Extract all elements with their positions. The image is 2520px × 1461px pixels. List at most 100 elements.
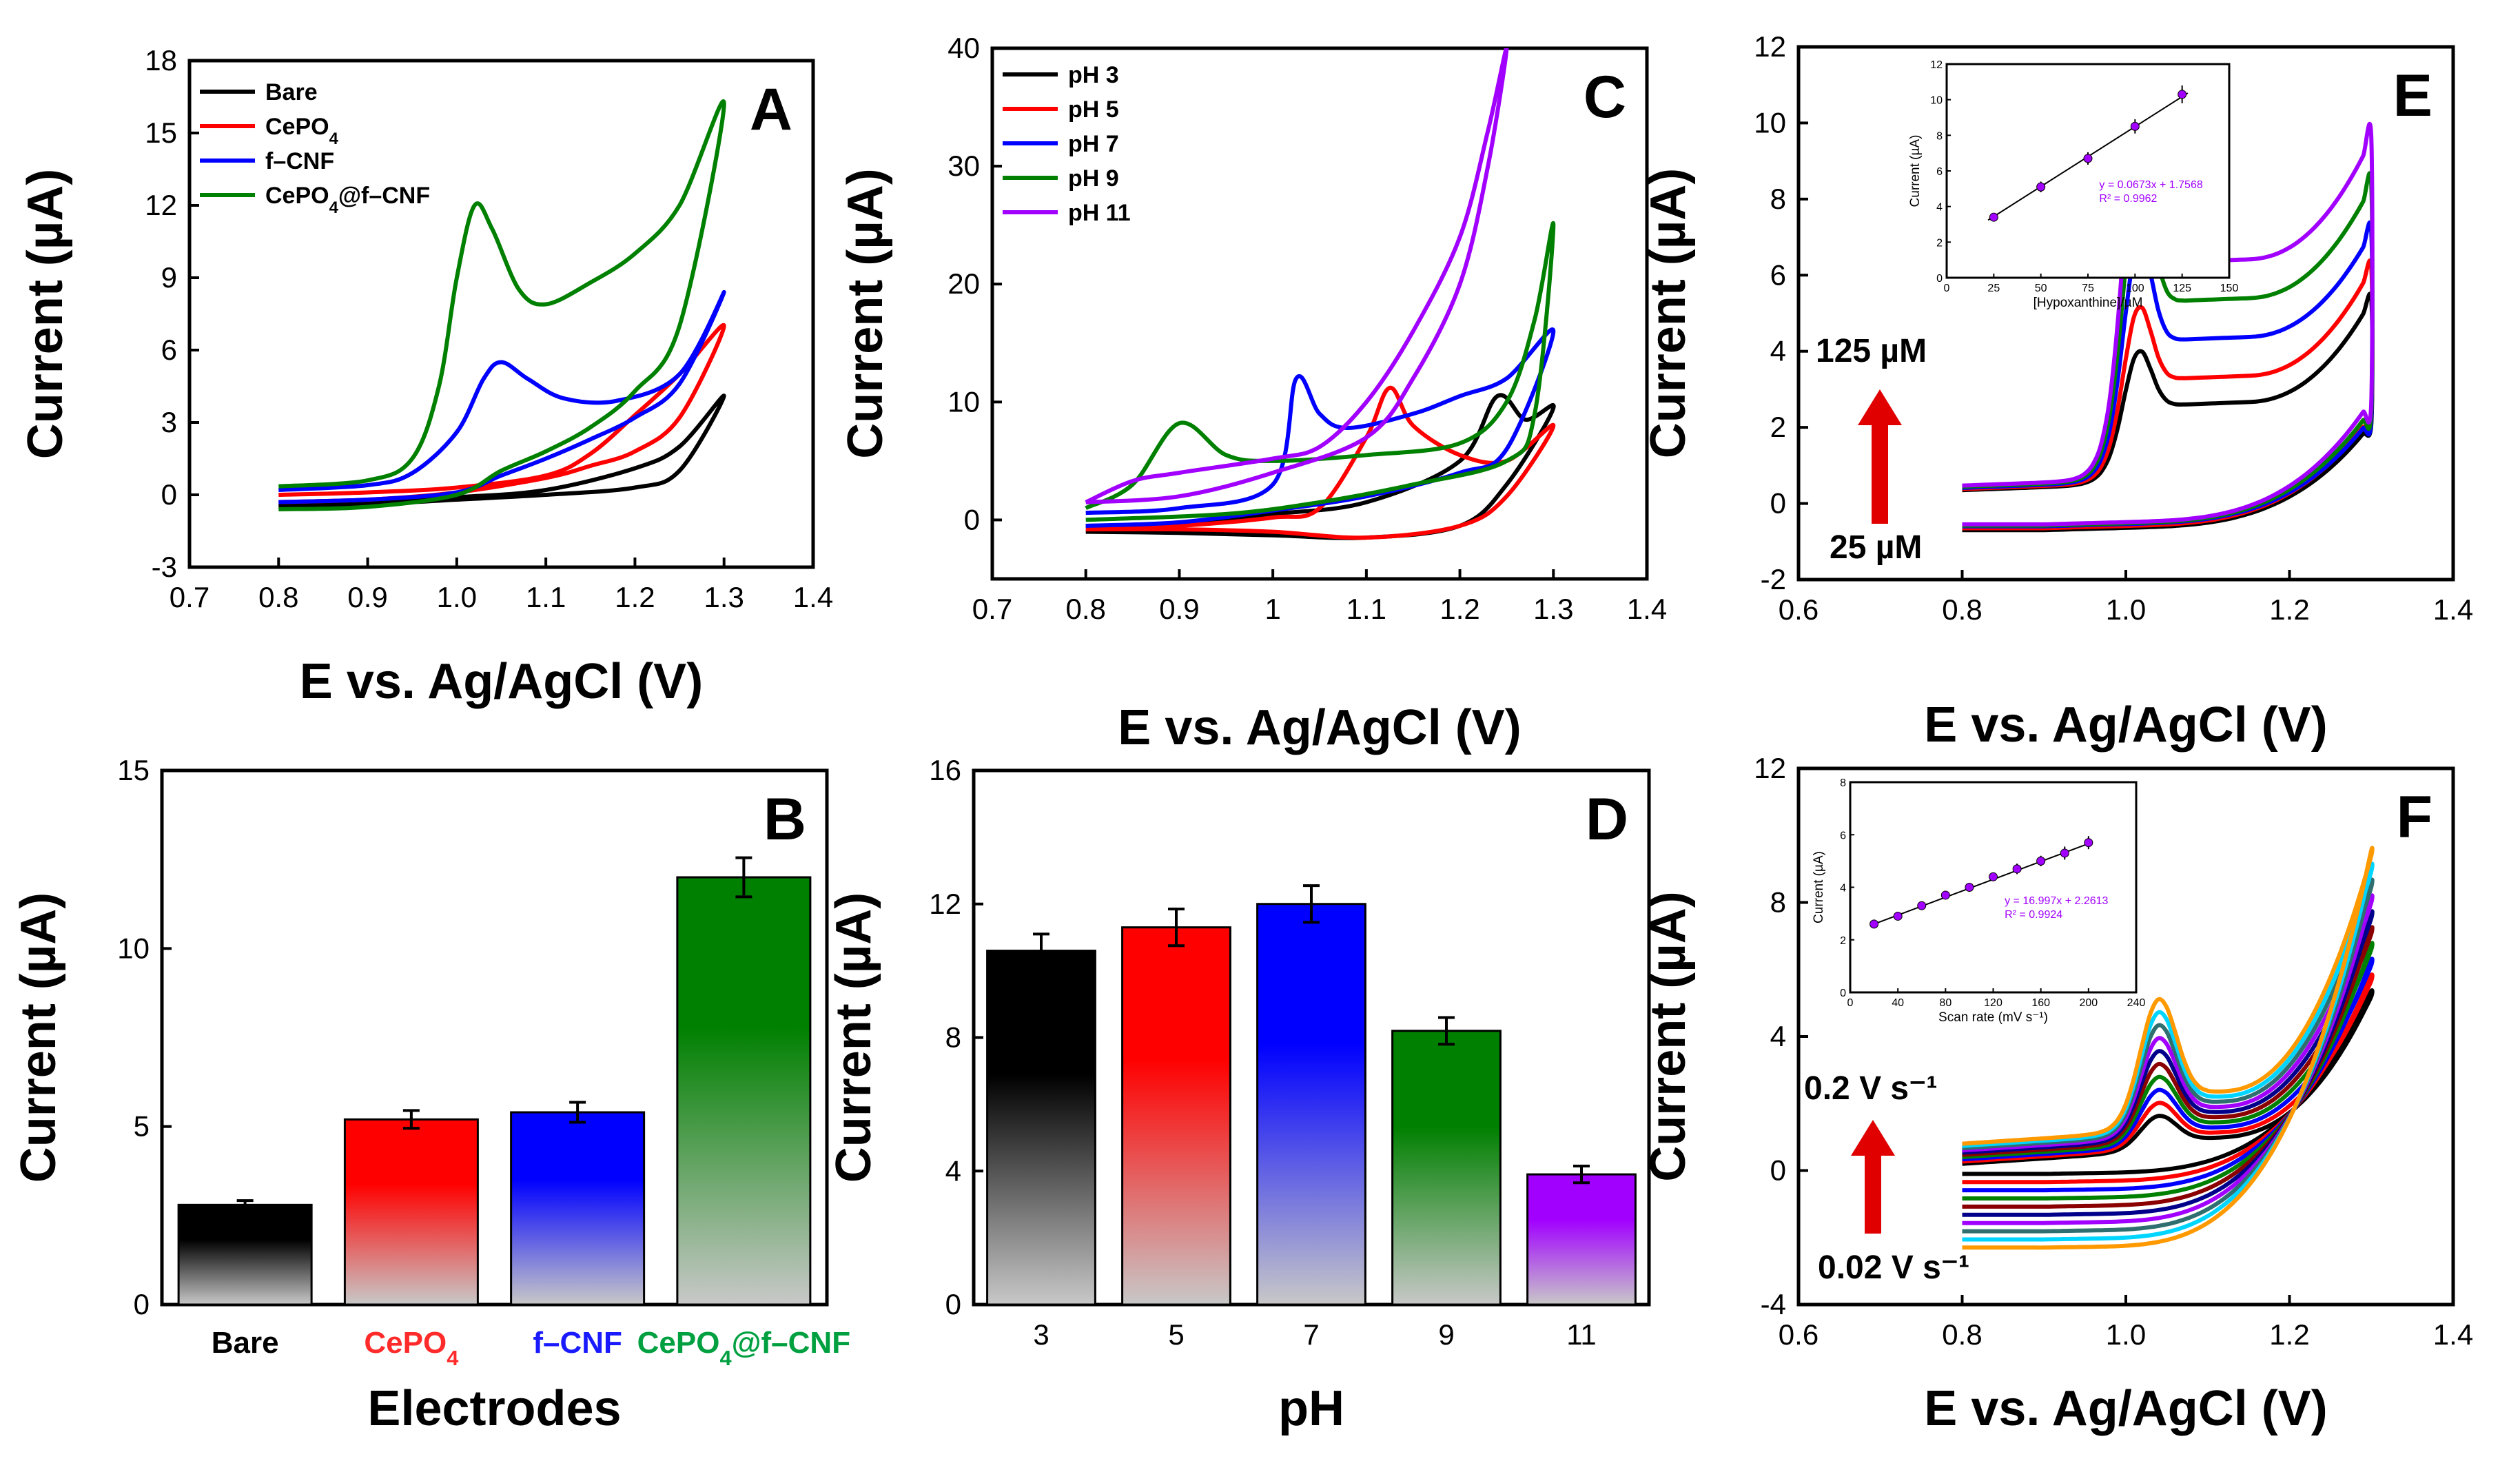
x-tick-label: 1.0 [437, 581, 477, 613]
x-tick-label: 1.1 [526, 581, 566, 613]
y-tick-label: 4 [945, 1154, 961, 1187]
y-tick-label: 10 [947, 385, 980, 418]
y-tick-label: 0 [134, 1288, 150, 1320]
bar [1526, 1173, 1637, 1306]
inset-y-tick-label: 12 [1930, 59, 1943, 71]
inset-y-tick-label: 8 [1936, 130, 1943, 142]
legend-label: pH 9 [1068, 165, 1119, 192]
legend-label: f–CNF [265, 148, 334, 174]
inset-y-tick-label: 0 [1840, 988, 1846, 999]
inset-y-tick-label: 6 [1840, 830, 1846, 841]
y-axis-title: Current (µA) [838, 168, 893, 458]
bar [1391, 1030, 1502, 1306]
y-tick-label: 8 [1770, 886, 1786, 919]
x-tick-label: 1.3 [1533, 593, 1573, 625]
cv-curve-50um [1962, 258, 2375, 531]
y-tick-label: 2 [1770, 411, 1786, 443]
y-tick-label: 10 [117, 932, 150, 964]
y-tick-label: 8 [1770, 183, 1786, 215]
inset-y-tick-label: 2 [1936, 237, 1943, 249]
cv-curve-80mvs [1962, 941, 2375, 1201]
arrow-shaft [1865, 1154, 1881, 1234]
inset-x-tick-label: 25 [1987, 283, 2000, 294]
legend-label: CePO4@f–CNF [265, 183, 430, 217]
inset-r2: R² = 0.9924 [2005, 909, 2062, 921]
legend-label: pH 11 [1068, 200, 1131, 226]
inset-x-title: [Hypoxanthine]/µM [2034, 296, 2143, 310]
plot-frame [187, 59, 815, 569]
y-axis-title: Current (µA) [18, 169, 73, 459]
y-tick-label: 0 [1770, 1154, 1786, 1187]
inset-x-tick-label: 80 [1939, 997, 1952, 1009]
x-tick-label: 0.8 [1942, 593, 1982, 626]
inset-y-title: Current (µA) [1812, 851, 1826, 923]
x-tick-label: 1.0 [2106, 1318, 2146, 1351]
bar [1121, 926, 1231, 1306]
x-tick-label: 0.9 [1159, 593, 1199, 625]
legend-label: CePO4 [265, 114, 339, 148]
inset-r2: R² = 0.9962 [2099, 193, 2157, 205]
x-tick-label: 0.6 [1779, 1318, 1819, 1351]
inset-data-point [2060, 848, 2069, 858]
y-tick-label: 12 [1754, 30, 1786, 63]
legend-label: pH 3 [1068, 62, 1119, 88]
x-tick-label: 1.3 [704, 581, 744, 613]
inset-data-point [1989, 872, 1998, 881]
cv-curve-cepo4-f-cnf [278, 99, 726, 511]
inset-x-tick-label: 200 [2079, 997, 2098, 1009]
x-tick-label: 0.7 [170, 581, 209, 613]
x-axis-title: Electrodes [367, 1381, 621, 1436]
y-tick-label: 10 [1754, 106, 1786, 139]
x-axis-title: E vs. Ag/AgCl (V) [1924, 1381, 2327, 1436]
y-tick-label: 15 [145, 116, 177, 149]
panel-label: E [2393, 63, 2432, 129]
panel-label: A [750, 76, 792, 143]
inset-data-point [1917, 901, 1927, 910]
inset-y-tick-label: 6 [1936, 166, 1943, 178]
arrow-shaft [1872, 424, 1888, 524]
y-axis-title: Current (µA) [1641, 168, 1696, 458]
inset-y-tick-label: 4 [1840, 883, 1846, 895]
bar [986, 950, 1096, 1306]
legend-label: pH 7 [1068, 131, 1119, 157]
inset-fit-line [1870, 841, 2093, 926]
y-axis-title: Current (µA) [826, 892, 881, 1183]
y-axis-title: Current (µA) [1641, 891, 1696, 1181]
plot-frame [990, 46, 1649, 581]
annotation-top: 125 µM [1816, 333, 1927, 369]
inset-data-point [1893, 911, 1903, 921]
cv-curve-125um [1962, 108, 2375, 527]
cv-curve-20mvs [1962, 988, 2375, 1176]
y-tick-label: 0 [964, 503, 980, 535]
panel-e-cv-concentration: -2 0 2 4 6 8 10 12 0.6 0.8 1.0 1.2 1.4 E vs. Ag/AgCl … [1641, 30, 2473, 753]
inset-data-point [2084, 838, 2093, 848]
inset-x-tick-label: 120 [1984, 997, 2002, 1009]
cv-curve-140mvs [1962, 893, 2375, 1225]
cv-curve-100mvs [1962, 925, 2375, 1209]
inset-equation: y = 16.997x + 2.2613 [2005, 895, 2108, 907]
category-label: f–CNF [533, 1326, 622, 1360]
inset-y-tick-label: 2 [1840, 935, 1846, 947]
inset-data-point [1989, 212, 1998, 222]
inset-data-point [2036, 182, 2046, 192]
y-tick-label: 16 [929, 754, 961, 786]
x-axis-title: E vs. Ag/AgCl (V) [1924, 697, 2327, 753]
legend-label: pH 5 [1068, 96, 1119, 123]
y-tick-label: 0 [945, 1288, 961, 1320]
x-tick-label: 0.9 [347, 581, 387, 613]
panel-label: D [1586, 786, 1628, 852]
x-tick-label: 0.6 [1779, 593, 1819, 626]
cv-curve-60mvs [1962, 957, 2375, 1193]
inset-x-tick-label: 0 [1944, 283, 1950, 294]
y-tick-label: -3 [152, 551, 177, 583]
cv-curve-120mvs [1962, 909, 2375, 1217]
inset-y-tick-label: 8 [1840, 777, 1846, 789]
y-tick-label: 3 [161, 406, 177, 438]
inset-data-point [2012, 864, 2022, 874]
y-axis-title: Current (µA) [11, 892, 66, 1183]
inset-y-tick-label: 10 [1930, 95, 1943, 107]
inset-y-title: Current (µA) [1908, 135, 1923, 207]
y-tick-label: -2 [1761, 563, 1786, 595]
y-tick-label: 18 [145, 44, 177, 76]
arrow-head [1851, 1120, 1895, 1156]
